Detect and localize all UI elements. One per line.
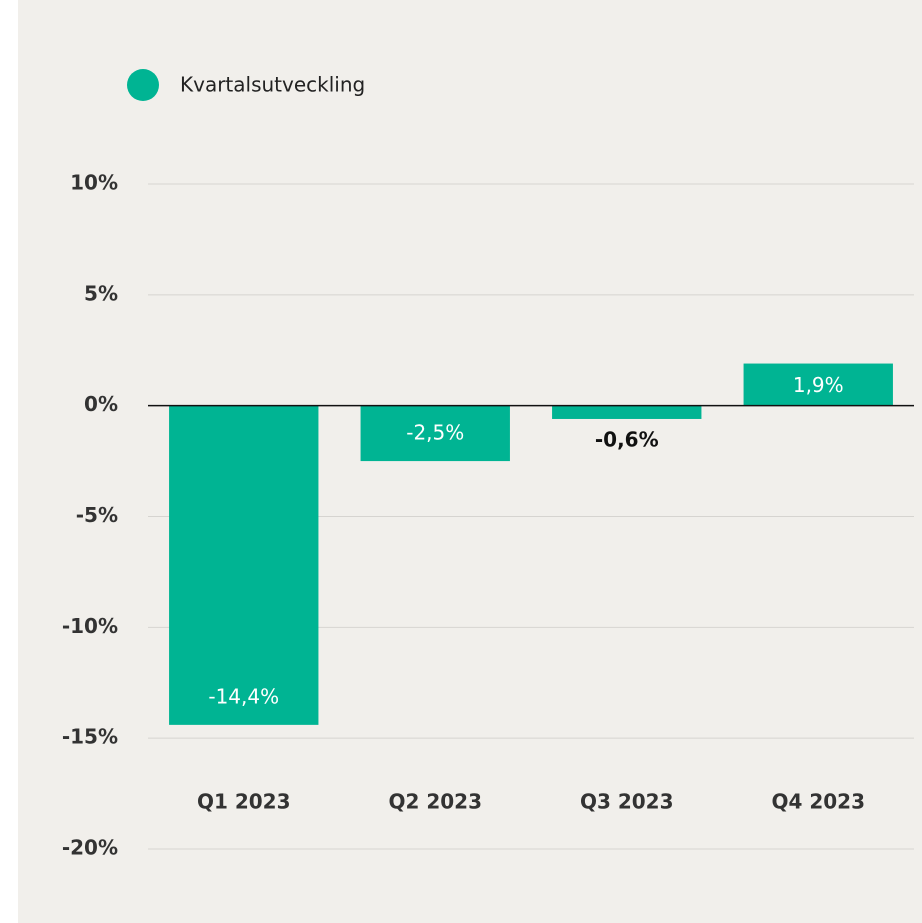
value-label: 1,9% <box>793 373 844 397</box>
legend-marker <box>127 69 159 101</box>
y-tick-label: -20% <box>62 836 118 860</box>
y-tick-label: 0% <box>84 392 118 416</box>
value-label: -2,5% <box>406 421 464 445</box>
y-tick-label: -15% <box>62 725 118 749</box>
y-tick-label: -10% <box>62 614 118 638</box>
bar <box>552 405 702 419</box>
x-tick-label: Q1 2023 <box>197 790 291 814</box>
y-tick-label: 5% <box>84 281 118 305</box>
chart-background <box>18 0 922 923</box>
x-tick-label: Q3 2023 <box>580 790 674 814</box>
x-tick-label: Q4 2023 <box>771 790 865 814</box>
y-tick-label: -5% <box>76 503 118 527</box>
bar <box>743 363 893 406</box>
legend-label: Kvartalsutveckling <box>180 73 365 97</box>
x-tick-label: Q2 2023 <box>388 790 482 814</box>
y-tick-label: 10% <box>70 171 118 195</box>
bar <box>360 405 510 462</box>
value-label: -0,6% <box>595 427 659 451</box>
bar <box>169 405 319 725</box>
value-label: -14,4% <box>208 684 279 708</box>
